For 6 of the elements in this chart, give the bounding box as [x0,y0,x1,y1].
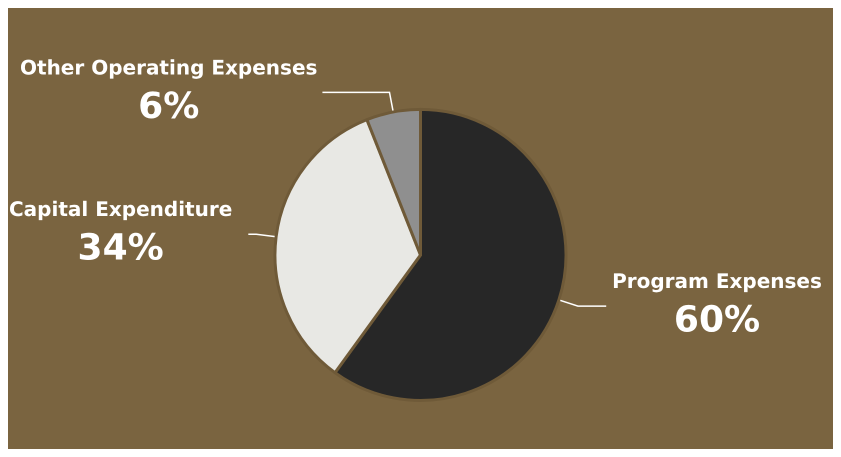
data-label: 60% [674,300,760,341]
slice-label: Capital Expenditure [8,197,232,222]
slice-label: Program Expenses [612,269,822,294]
slice-label: Other Operating Expenses [20,55,318,80]
data-label: 6% [138,86,200,127]
data-label: 34% [78,228,164,269]
